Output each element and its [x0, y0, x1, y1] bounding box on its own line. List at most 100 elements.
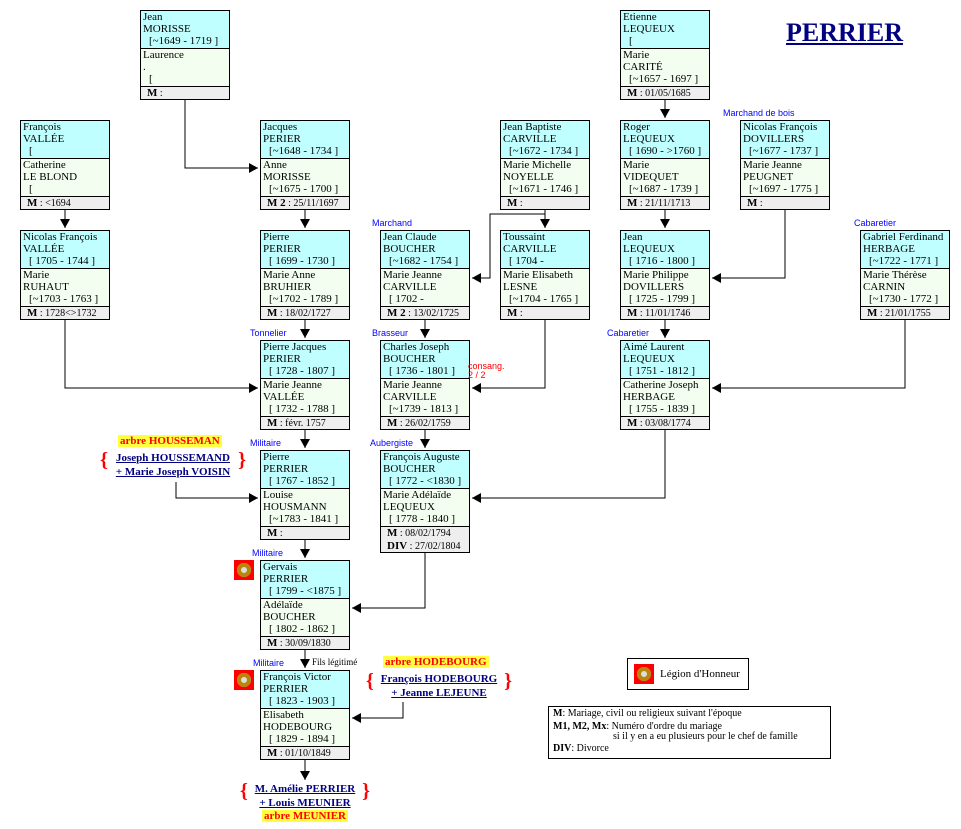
- legend-m: M: Mariage, civil ou religieux suivant l…: [553, 708, 742, 719]
- couple-box[interactable]: Aimé Laurent LEQUEUX[ 1751 - 1812 ] Cathe…: [620, 340, 710, 430]
- connector-line: [472, 213, 545, 279]
- meunier-link-2[interactable]: + Louis MEUNIER: [259, 797, 351, 809]
- arrow-head: [300, 549, 310, 558]
- marriage-info: M : 03/08/1774: [621, 416, 709, 429]
- wife: Marie Michelle NOYELLE [~1671 - 1746 ]: [503, 159, 579, 195]
- marriage-info: M :: [741, 196, 829, 209]
- husband: Toussaint CARVILLE[ 1704 -: [501, 231, 589, 269]
- hodebourg-tree: François HODEBOURG + Jeanne LEJEUNE {}: [366, 670, 512, 700]
- marriage-info: M : 21/11/1713: [621, 196, 709, 209]
- husband: Gabriel Ferdinand HERBAGE [~1722 - 1771 ]: [861, 231, 949, 269]
- couple-box[interactable]: Gervais PERRIER[ 1799 - <1875 ] Adélaïde B…: [260, 560, 350, 650]
- husband: Gervais PERRIER[ 1799 - <1875 ]: [261, 561, 349, 599]
- hodebourg-link-1[interactable]: François HODEBOURG: [380, 673, 498, 685]
- legion-honneur-icon: [234, 560, 254, 580]
- couple-box[interactable]: Jean MORISSE [~1649 - 1719 ] Laurence.[ M …: [140, 10, 230, 100]
- connector-line: [472, 320, 546, 389]
- brace-right: }: [504, 670, 512, 692]
- marriage-info: M : 01/10/1849: [261, 746, 349, 759]
- hodebourg-link-2[interactable]: + Jeanne LEJEUNE: [391, 687, 487, 699]
- housseman-link-2[interactable]: + Marie Joseph VOISIN: [115, 466, 231, 478]
- arrow-head: [420, 329, 430, 338]
- couple-box[interactable]: Nicolas François DOVILLERS [~1677 - 1737 ]…: [740, 120, 830, 210]
- marriage-info: M 2 : 25/11/1697: [261, 196, 349, 209]
- brace-right: }: [362, 780, 370, 802]
- legend-mx-cont: si il y en a eu plusieurs pour le chef d…: [613, 731, 798, 742]
- couple-box[interactable]: Pierre PERRIER[ 1767 - 1852 ] Louise HOUSM…: [260, 450, 350, 540]
- couple-box[interactable]: Etienne LEQUEUX[ Marie CARITÉ [~1657 - 1697…: [620, 10, 710, 100]
- husband: François Victor PERRIER[ 1823 - 1903 ]: [261, 671, 349, 709]
- meunier-link-1[interactable]: M. Amélie PERRIER: [254, 783, 356, 795]
- wife: Laurence.[: [143, 49, 184, 85]
- wife: Marie Anne BRUHIER [~1702 - 1789 ]: [263, 269, 339, 305]
- connector-line: [64, 320, 258, 389]
- housseman-link-1[interactable]: Joseph HOUSSEMAND: [116, 452, 230, 464]
- arrow-head: [249, 163, 258, 173]
- arrow-head: [660, 329, 670, 338]
- connector-line: [712, 320, 906, 389]
- marriage-info: M : 01/05/1685: [621, 86, 709, 99]
- husband: Jean Baptiste CARVILLE [~1672 - 1734 ]: [501, 121, 589, 159]
- arrow-head: [300, 771, 310, 780]
- arrow-head: [300, 439, 310, 448]
- arrow-head: [660, 109, 670, 118]
- arbre-housseman-link[interactable]: arbre HOUSSEMAN: [118, 435, 222, 447]
- husband: Jean Claude BOUCHER [~1682 - 1754 ]: [381, 231, 469, 269]
- connector-line: [352, 553, 426, 609]
- wife: Marie Elisabeth LESNE [~1704 - 1765 ]: [503, 269, 579, 305]
- couple-box[interactable]: Jean Baptiste CARVILLE [~1672 - 1734 ] Mar…: [500, 120, 590, 210]
- husband: Jacques PERIER [~1648 - 1734 ]: [261, 121, 349, 159]
- couple-box[interactable]: Jean Claude BOUCHER [~1682 - 1754 ] Marie …: [380, 230, 470, 320]
- legion-honneur-icon: [234, 670, 254, 690]
- wife: Marie Adélaïde LEQUEUX[ 1778 - 1840 ]: [383, 489, 455, 525]
- couple-box[interactable]: François VALLÉE[ Catherine LE BLOND[ M : <…: [20, 120, 110, 210]
- marriage-info: M : 21/01/1755: [861, 306, 949, 319]
- husband: François VALLÉE[: [21, 121, 109, 159]
- couple-box[interactable]: Gabriel Ferdinand HERBAGE [~1722 - 1771 ] …: [860, 230, 950, 320]
- marriage-info: M : 1728<>1732: [21, 306, 109, 319]
- husband: Pierre PERRIER[ 1767 - 1852 ]: [261, 451, 349, 489]
- arrow-head: [249, 383, 258, 393]
- wife: Louise HOUSMANN [~1783 - 1841 ]: [263, 489, 339, 525]
- couple-box[interactable]: Charles Joseph BOUCHER[ 1736 - 1801 ] Mar…: [380, 340, 470, 430]
- connector-line: [712, 210, 786, 279]
- occupation-label: Tonnelier: [250, 328, 287, 338]
- husband: Aimé Laurent LEQUEUX[ 1751 - 1812 ]: [621, 341, 709, 379]
- wife: Catherine LE BLOND[: [23, 159, 78, 195]
- couple-box[interactable]: Roger LEQUEUX[ 1690 - >1760 ] Marie VIDEQU…: [620, 120, 710, 210]
- arrow-head: [249, 493, 258, 503]
- husband: François Auguste BOUCHER[ 1772 - <1830 ]: [381, 451, 469, 489]
- couple-box[interactable]: François Victor PERRIER[ 1823 - 1903 ] El…: [260, 670, 350, 760]
- couple-box[interactable]: Jean LEQUEUX[ 1716 - 1800 ] Marie Philipp…: [620, 230, 710, 320]
- meunier-tree: M. Amélie PERRIER + Louis MEUNIER {}: [240, 780, 370, 810]
- couple-box[interactable]: Toussaint CARVILLE[ 1704 - Marie Elisabet…: [500, 230, 590, 320]
- arbre-hodebourg-link[interactable]: arbre HODEBOURG: [383, 656, 489, 668]
- housseman-tree: Joseph HOUSSEMAND + Marie Joseph VOISIN {}: [100, 449, 246, 479]
- arrow-head: [300, 659, 310, 668]
- brace-left: {: [240, 780, 248, 802]
- occupation-label: Militaire: [253, 658, 285, 668]
- arrow-head: [712, 273, 721, 283]
- arrow-head: [352, 713, 361, 723]
- consanguinity-note: consang. 2 / 2: [468, 361, 505, 380]
- arbre-meunier-link[interactable]: arbre MEUNIER: [262, 810, 348, 822]
- legend-div: DIV: Divorce: [553, 743, 609, 754]
- arrow-head: [472, 493, 481, 503]
- marriage-info: M :: [501, 306, 589, 319]
- couple-box[interactable]: François Auguste BOUCHER[ 1772 - <1830 ] …: [380, 450, 470, 553]
- wife: Anne MORISSE [~1675 - 1700 ]: [263, 159, 339, 195]
- couple-box[interactable]: Nicolas François VALLÉE[ 1705 - 1744 ] Ma…: [20, 230, 110, 320]
- husband: Etienne LEQUEUX[: [621, 11, 709, 49]
- couple-box[interactable]: Pierre PERIER[ 1699 - 1730 ] Marie Anne BR…: [260, 230, 350, 320]
- wife: Elisabeth HODEBOURG[ 1829 - 1894 ]: [263, 709, 335, 745]
- occupation-label: Brasseur: [372, 328, 409, 338]
- couple-box[interactable]: Pierre Jacques PERIER[ 1728 - 1807 ] Mari…: [260, 340, 350, 430]
- wife: Marie VIDEQUET [~1687 - 1739 ]: [623, 159, 699, 195]
- husband: Pierre Jacques PERIER[ 1728 - 1807 ]: [261, 341, 349, 379]
- couple-box[interactable]: Jacques PERIER [~1648 - 1734 ] Anne MORISSE…: [260, 120, 350, 210]
- marriage-info: M :: [261, 526, 349, 539]
- legion-legend: Légion d'Honneur: [627, 658, 749, 690]
- marriage-info: M : 11/01/1746: [621, 306, 709, 319]
- husband: Charles Joseph BOUCHER[ 1736 - 1801 ]: [381, 341, 469, 379]
- brace-left: {: [100, 449, 108, 471]
